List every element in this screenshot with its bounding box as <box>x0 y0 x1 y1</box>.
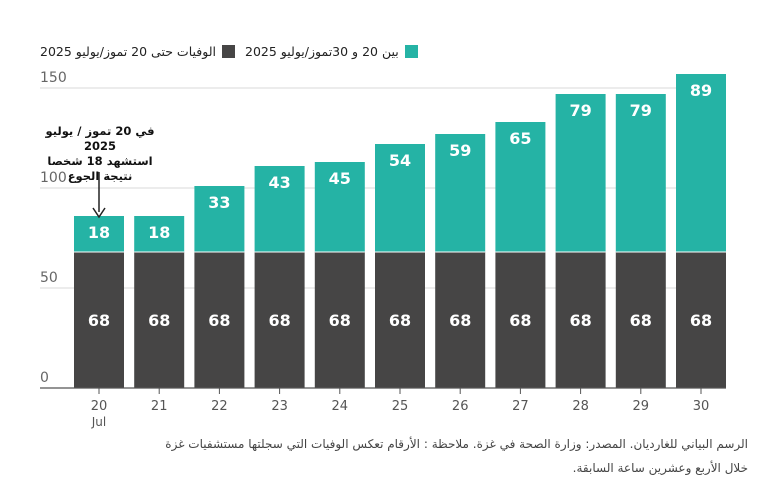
data-label-after: 79 <box>630 101 652 120</box>
x-tick-label: 20 <box>91 399 108 414</box>
data-label-after: 59 <box>449 141 471 160</box>
data-label-after: 65 <box>509 129 531 148</box>
bar-before <box>194 252 245 388</box>
y-tick-label: 100 <box>40 170 67 186</box>
bar-after <box>375 144 425 252</box>
chart-annotation: في 20 تموز / يوليو 2025 استشهد 18 شخصا ن… <box>30 124 170 184</box>
annotation-arrow-head <box>92 207 106 219</box>
bar-after <box>676 74 726 252</box>
bar-before <box>314 252 365 388</box>
legend-label-before: الوفيات حتى 20 تموز/يوليو 2025 <box>40 44 216 59</box>
data-label-after: 33 <box>208 193 230 212</box>
y-tick-label: 150 <box>40 70 67 86</box>
bar-after <box>74 216 124 252</box>
data-label-before: 68 <box>268 311 290 330</box>
y-tick-label: 0 <box>40 370 49 386</box>
bar-after <box>134 216 185 252</box>
x-tick-label: 27 <box>512 399 529 414</box>
data-label-after: 43 <box>268 173 290 192</box>
data-label-before: 68 <box>148 311 170 330</box>
bar-after <box>615 94 666 252</box>
data-label-after: 18 <box>88 223 110 242</box>
data-label-before: 68 <box>329 311 351 330</box>
data-label-before: 68 <box>509 311 531 330</box>
data-label-before: 68 <box>88 311 110 330</box>
bar-before <box>495 252 546 388</box>
bar-after <box>194 186 245 252</box>
chart-caption: الرسم البياني للغارديان. المصدر: وزارة ا… <box>60 432 748 480</box>
data-label-before: 68 <box>449 311 471 330</box>
bar-after <box>314 162 365 252</box>
x-tick-label: 22 <box>211 399 228 414</box>
legend-swatch-before <box>222 45 235 58</box>
bar-before <box>435 252 486 388</box>
data-label-before: 68 <box>208 311 230 330</box>
x-tick-label: 26 <box>452 399 469 414</box>
y-tick-label: 50 <box>40 270 58 286</box>
x-tick-label: 25 <box>392 399 409 414</box>
data-label-before: 68 <box>630 311 652 330</box>
bar-before <box>615 252 666 388</box>
legend-item-after: بين 20 و 30تموز/يوليو 2025 <box>245 44 418 59</box>
annotation-line-1: في 20 تموز / يوليو 2025 <box>45 124 155 153</box>
data-label-after: 45 <box>329 169 351 188</box>
data-label-after: 54 <box>389 151 411 170</box>
data-label-before: 68 <box>569 311 591 330</box>
x-tick-label: 23 <box>271 399 288 414</box>
x-tick-label: 28 <box>572 399 589 414</box>
x-tick-sublabel: Jul <box>91 415 106 429</box>
data-label-before: 68 <box>389 311 411 330</box>
bar-after <box>495 122 546 252</box>
bar-before <box>375 252 425 388</box>
legend-item-before: الوفيات حتى 20 تموز/يوليو 2025 <box>40 44 235 59</box>
legend-swatch-after <box>404 45 418 58</box>
bar-before <box>676 252 726 388</box>
annotation-line-2: استشهد 18 شخصا <box>47 154 153 168</box>
bar-after <box>254 166 305 252</box>
bar-before <box>74 252 124 388</box>
data-label-after: 79 <box>569 101 591 120</box>
x-tick-label: 21 <box>151 399 168 414</box>
caption-line-1: الرسم البياني للغارديان. المصدر: وزارة ا… <box>165 437 748 451</box>
bar-before <box>134 252 185 388</box>
bar-before <box>555 252 606 388</box>
bar-after <box>435 134 486 252</box>
data-label-before: 68 <box>690 311 712 330</box>
bar-before <box>254 252 305 388</box>
bar-after <box>555 94 606 252</box>
data-label-after: 89 <box>690 81 712 100</box>
chart-legend: بين 20 و 30تموز/يوليو 2025 الوفيات حتى 2… <box>40 44 740 66</box>
x-tick-label: 24 <box>332 399 349 414</box>
data-label-after: 18 <box>148 223 170 242</box>
legend-label-after: بين 20 و 30تموز/يوليو 2025 <box>245 44 399 59</box>
caption-line-2: خلال الأربع وعشرين ساعة السابقة. <box>572 461 748 475</box>
x-tick-label: 29 <box>633 399 650 414</box>
annotation-line-3: نتيجة الجوع <box>67 169 133 183</box>
x-tick-label: 30 <box>693 399 710 414</box>
